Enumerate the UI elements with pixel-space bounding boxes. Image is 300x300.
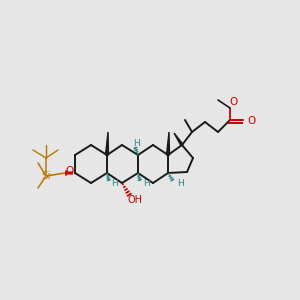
Text: O: O xyxy=(230,97,238,107)
Polygon shape xyxy=(167,132,170,155)
Text: H: H xyxy=(133,139,140,148)
Text: H: H xyxy=(142,178,149,188)
Text: Si: Si xyxy=(41,171,51,181)
Polygon shape xyxy=(106,132,109,155)
Text: H: H xyxy=(177,178,183,188)
Text: OH: OH xyxy=(128,195,142,205)
Text: H: H xyxy=(112,178,118,188)
Polygon shape xyxy=(174,133,183,146)
Text: O: O xyxy=(65,166,73,176)
Text: O: O xyxy=(247,116,255,126)
